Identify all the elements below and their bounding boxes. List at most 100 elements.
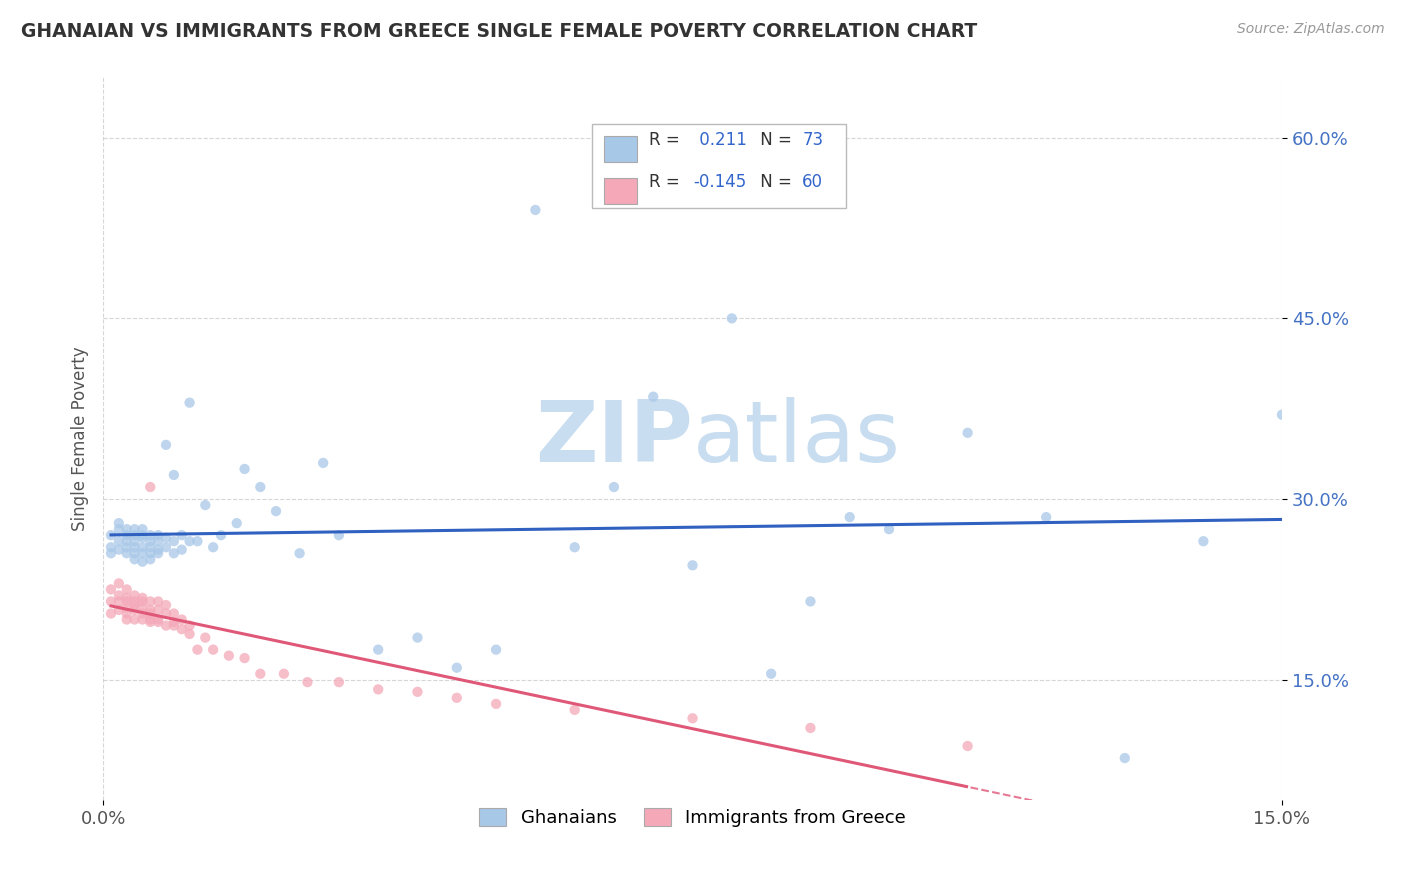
Point [194,631,217,645]
Point [124,534,146,549]
Point [131,607,153,621]
Point [721,311,744,326]
Point [146,594,169,608]
Point [131,522,153,536]
Point [249,666,271,681]
Point [179,627,201,641]
Point [108,589,131,603]
Point [446,661,468,675]
Point [328,528,350,542]
Point [131,546,153,560]
Point [799,594,821,608]
Point [139,603,162,617]
Point [139,541,162,555]
Point [115,591,138,605]
Point [124,528,146,542]
Point [406,631,429,645]
Text: R =: R = [650,131,685,150]
Point [163,607,186,621]
Point [264,504,287,518]
Point [194,498,217,512]
Point [124,594,146,608]
Point [100,607,122,621]
Point [115,546,138,560]
Point [233,462,256,476]
Point [179,395,201,409]
Point [139,528,162,542]
Point [115,534,138,549]
Point [1114,751,1136,765]
Point [100,582,122,597]
Point [179,618,201,632]
Point [146,528,169,542]
Text: Source: ZipAtlas.com: Source: ZipAtlas.com [1237,22,1385,37]
Point [682,711,704,725]
Point [139,480,162,494]
FancyBboxPatch shape [592,124,846,208]
Point [155,618,177,632]
Point [163,615,186,629]
Point [131,555,153,569]
Point [163,618,186,632]
Text: 60: 60 [803,173,823,191]
Point [1192,534,1215,549]
Point [179,534,201,549]
Text: -0.145: -0.145 [693,173,747,191]
Point [115,522,138,536]
Point [170,613,193,627]
Point [170,542,193,557]
Point [799,721,821,735]
Point [312,456,335,470]
Point [131,594,153,608]
Point [328,675,350,690]
Point [108,542,131,557]
Point [124,541,146,555]
Point [108,576,131,591]
Point [108,522,131,536]
Point [146,615,169,629]
Point [956,739,979,753]
Point [124,598,146,612]
Point [124,613,146,627]
Point [603,480,626,494]
Point [131,528,153,542]
Point [838,510,860,524]
Point [186,642,208,657]
Point [877,522,900,536]
Point [139,546,162,560]
Point [115,541,138,555]
Point [155,438,177,452]
Point [297,675,319,690]
Text: 73: 73 [803,131,824,150]
Point [682,558,704,573]
Text: GHANAIAN VS IMMIGRANTS FROM GREECE SINGLE FEMALE POVERTY CORRELATION CHART: GHANAIAN VS IMMIGRANTS FROM GREECE SINGL… [21,22,977,41]
Point [139,613,162,627]
Point [155,598,177,612]
Point [108,603,131,617]
Point [367,682,389,697]
Point [218,648,240,663]
Point [139,552,162,566]
Point [124,589,146,603]
Point [643,390,665,404]
Point [146,542,169,557]
Point [100,594,122,608]
Point [124,546,146,560]
Point [100,541,122,555]
Point [100,528,122,542]
Point [124,552,146,566]
Point [131,600,153,615]
Y-axis label: Single Female Poverty: Single Female Poverty [72,346,89,531]
Point [155,541,177,555]
Text: ZIP: ZIP [534,397,693,480]
Point [131,613,153,627]
Text: 0.211: 0.211 [693,131,747,150]
Point [115,582,138,597]
Point [524,202,547,217]
Point [115,613,138,627]
Point [1271,408,1294,422]
Point [163,534,186,549]
Text: atlas: atlas [693,397,901,480]
Point [131,591,153,605]
Point [249,480,271,494]
